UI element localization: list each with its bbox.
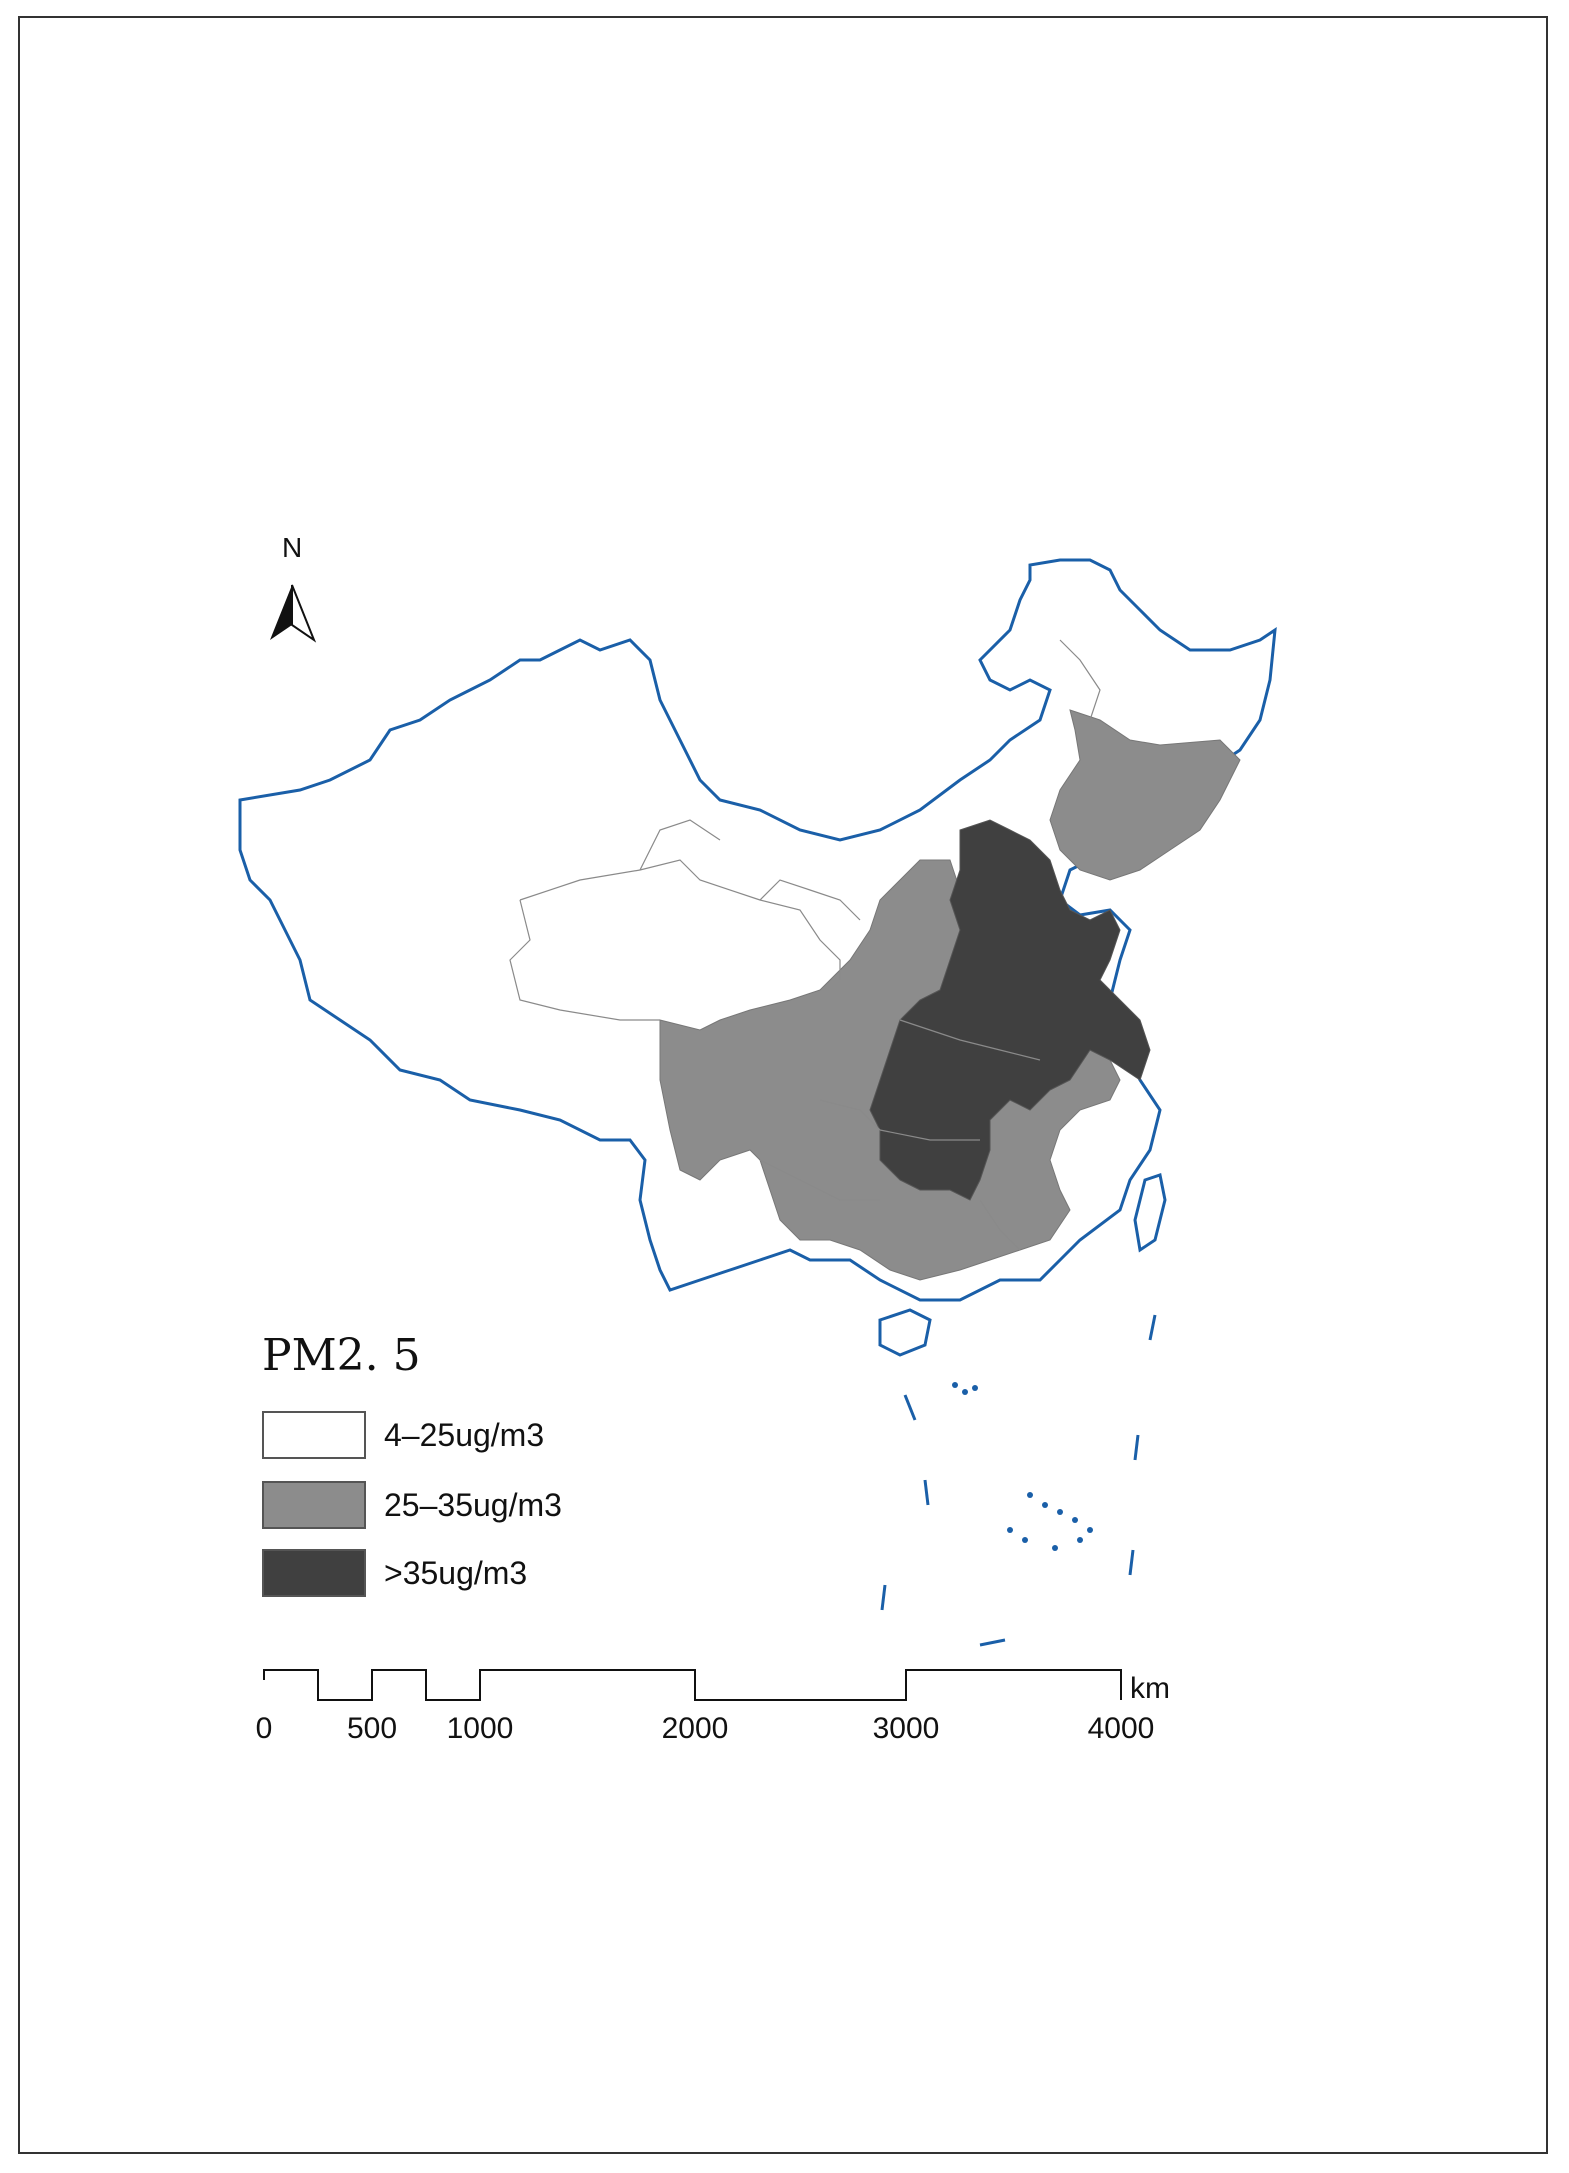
legend-label-medium: 25–35ug/m3 [384, 1486, 562, 1523]
scale-tick-0: 0 [255, 1712, 273, 1745]
legend-label-low: 4–25ug/m3 [384, 1416, 545, 1453]
legend-swatch-high [262, 1549, 366, 1597]
south-sea-islands [952, 1382, 1093, 1551]
scale-tick-500: 500 [346, 1712, 398, 1745]
legend-title: PM2. 5 [262, 1330, 421, 1381]
legend-row-low: 4–25ug/m3 [262, 1410, 544, 1460]
north-label: N [282, 532, 303, 563]
region-high-pm25 [869, 819, 1151, 1201]
legend-label-high: >35ug/m3 [384, 1554, 528, 1591]
scale-unit: km [1130, 1672, 1170, 1705]
scale-tick-3000: 3000 [872, 1712, 940, 1745]
legend-swatch-low [262, 1411, 366, 1459]
scale-tick-4000: 4000 [1087, 1712, 1155, 1745]
scale-tick-2000: 2000 [661, 1712, 729, 1745]
scale-bar [263, 1669, 1122, 1701]
north-arrow-icon [270, 584, 317, 643]
legend-row-medium: 25–35ug/m3 [262, 1480, 562, 1530]
legend-row-high: >35ug/m3 [262, 1548, 527, 1598]
legend-swatch-medium [262, 1481, 366, 1529]
taiwan-island [1133, 1173, 1167, 1253]
south-sea-dash-line [880, 1314, 1157, 1647]
hainan-island [878, 1308, 932, 1357]
region-medium-northeast [1049, 709, 1241, 881]
province-borders [509, 639, 1101, 1251]
scale-tick-1000: 1000 [446, 1712, 514, 1745]
